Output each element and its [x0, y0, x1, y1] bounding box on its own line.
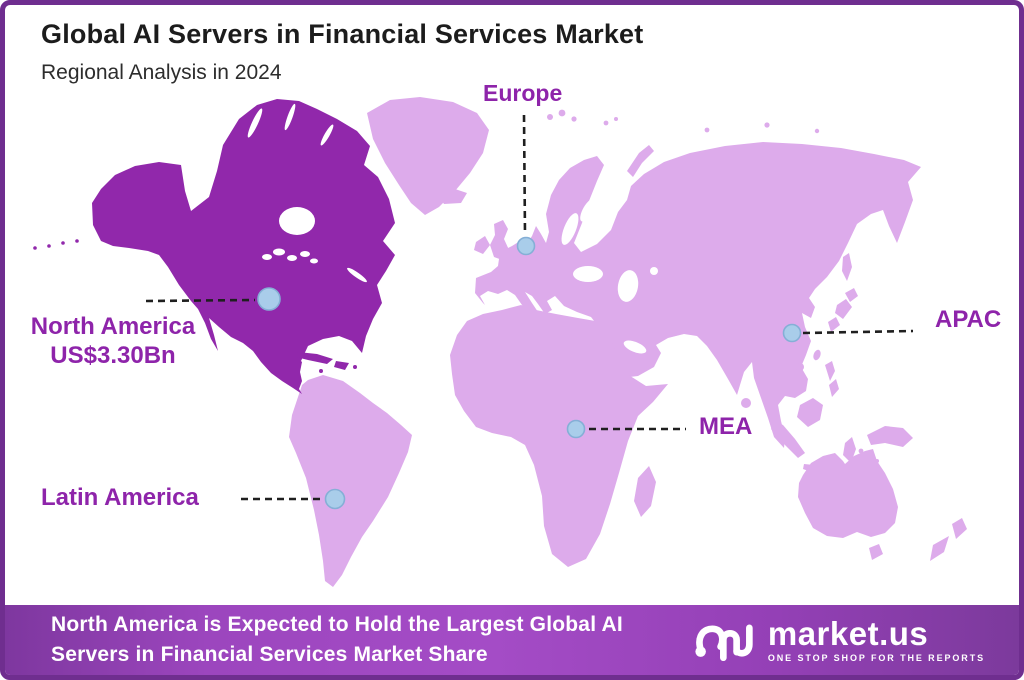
water-details	[247, 103, 658, 354]
north-america-region	[33, 99, 395, 394]
europe-leader-line	[522, 114, 527, 236]
page-subtitle: Regional Analysis in 2024	[41, 61, 282, 84]
bottom-banner: North America is Expected to Hold the La…	[5, 605, 1019, 675]
australia-shape	[798, 449, 898, 538]
africa-shape	[450, 305, 668, 567]
greenland-shape	[367, 97, 489, 215]
north-america-marker-dot	[257, 287, 281, 311]
marketus-logo: market.us ONE STOP SHOP FOR THE REPORTS	[694, 614, 985, 666]
north-america-label: North America US$3.30Bn	[11, 312, 215, 371]
marketus-logo-text: market.us ONE STOP SHOP FOR THE REPORTS	[768, 617, 985, 663]
apac-marker-dot	[782, 323, 802, 343]
europe-label: Europe	[483, 80, 563, 106]
world-land	[289, 97, 967, 587]
banner-headline: North America is Expected to Hold the La…	[51, 613, 623, 666]
north-america-label-value: US$3.30Bn	[50, 342, 176, 370]
north-america-label-name: North America	[30, 313, 196, 340]
world-map	[33, 97, 967, 587]
leader-lines	[145, 114, 914, 501]
europe-marker-dot	[516, 236, 536, 256]
south-america-shape	[289, 375, 412, 587]
marketus-logo-icon	[695, 624, 753, 662]
latin-america-marker-dot	[324, 488, 346, 510]
eurasia-shape	[475, 142, 921, 448]
north-america-leader-line	[145, 298, 256, 303]
mea-marker-dot	[566, 419, 586, 439]
apac-label: APAC	[935, 306, 1002, 333]
page-title: Global AI Servers in Financial Services …	[41, 19, 644, 49]
mea-label: MEA	[699, 413, 753, 440]
marker-dots	[257, 236, 802, 510]
marketus-logo-name: market.us	[767, 615, 929, 652]
marketus-logo-tagline: ONE STOP SHOP FOR THE REPORTS	[767, 653, 985, 663]
north-america-shape	[92, 99, 395, 394]
apac-leader-line	[802, 329, 914, 335]
latin-america-label: Latin America	[41, 484, 199, 511]
